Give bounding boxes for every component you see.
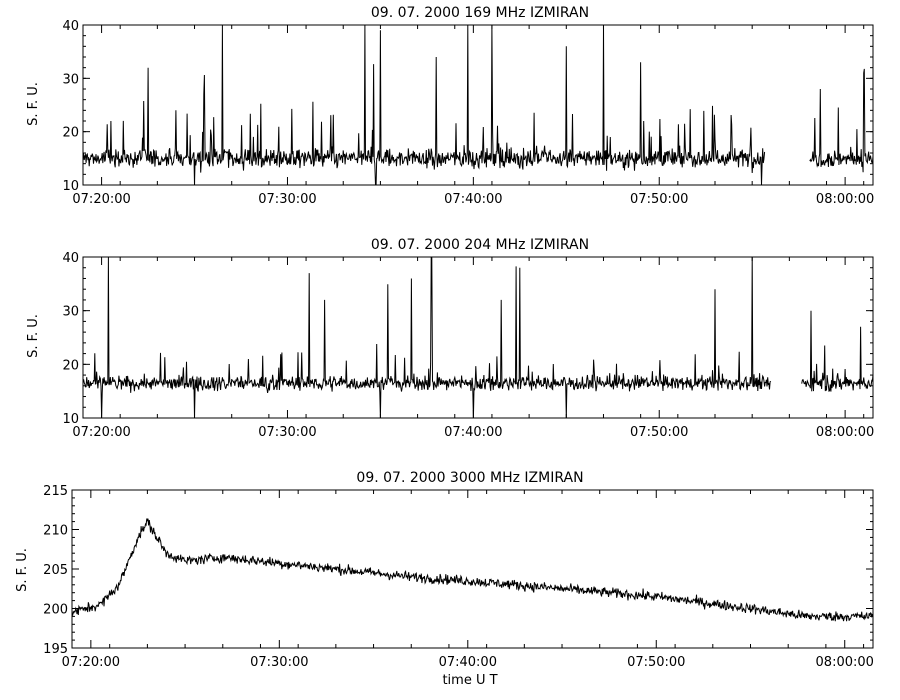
y-tick-label: 200 bbox=[43, 603, 68, 618]
plot-frame bbox=[71, 489, 874, 649]
y-axis-label: S. F. U. bbox=[26, 314, 41, 358]
x-tick-label: 08:00:00 bbox=[816, 425, 874, 440]
x-tick-label: 07:40:00 bbox=[439, 655, 497, 670]
x-tick-label: 07:30:00 bbox=[258, 192, 316, 207]
panel-title: 09. 07. 2000 204 MHz IZMIRAN bbox=[371, 237, 589, 253]
y-tick-label: 195 bbox=[43, 642, 68, 657]
panel-204mhz: 09. 07. 2000 204 MHz IZMIRAN S. F. U. 10… bbox=[26, 237, 874, 440]
x-tick-label: 07:20:00 bbox=[62, 655, 120, 670]
plot-frame bbox=[82, 256, 874, 419]
y-tick-label: 40 bbox=[62, 19, 79, 34]
panel-title: 09. 07. 2000 3000 MHz IZMIRAN bbox=[356, 470, 583, 486]
x-tick-label: 07:20:00 bbox=[72, 192, 130, 207]
x-tick-label: 07:50:00 bbox=[627, 655, 685, 670]
plot-frame bbox=[82, 24, 874, 186]
x-tick-label: 08:00:00 bbox=[816, 655, 874, 670]
panel-3000mhz: 09. 07. 2000 3000 MHz IZMIRAN S. F. U. 1… bbox=[15, 470, 874, 670]
y-tick-label: 20 bbox=[62, 126, 79, 141]
y-axis-label: S. F. U. bbox=[15, 548, 30, 592]
y-tick-label: 210 bbox=[43, 524, 68, 539]
y-tick-label: 215 bbox=[43, 484, 68, 499]
panel-169mhz: 09. 07. 2000 169 MHz IZMIRAN S. F. U. 10… bbox=[26, 5, 874, 207]
y-tick-label: 40 bbox=[62, 251, 79, 266]
y-tick-label: 205 bbox=[43, 563, 68, 578]
x-tick-label: 08:00:00 bbox=[816, 192, 874, 207]
series-line bbox=[83, 24, 766, 186]
y-tick-label: 30 bbox=[62, 305, 79, 320]
x-axis-label: time U T bbox=[442, 673, 497, 688]
y-tick-label: 30 bbox=[62, 72, 79, 87]
y-tick-label: 20 bbox=[62, 358, 79, 373]
series-line bbox=[809, 68, 874, 173]
x-tick-label: 07:30:00 bbox=[250, 655, 308, 670]
series-line bbox=[71, 518, 874, 622]
x-tick-label: 07:50:00 bbox=[630, 192, 688, 207]
x-tick-label: 07:40:00 bbox=[444, 192, 502, 207]
panel-title: 09. 07. 2000 169 MHz IZMIRAN bbox=[371, 5, 589, 21]
x-tick-label: 07:40:00 bbox=[444, 425, 502, 440]
x-tick-label: 07:30:00 bbox=[258, 425, 316, 440]
x-tick-label: 07:50:00 bbox=[630, 425, 688, 440]
x-tick-label: 07:20:00 bbox=[72, 425, 130, 440]
y-axis-label: S. F. U. bbox=[26, 82, 41, 126]
y-tick-label: 10 bbox=[62, 412, 79, 427]
series-line bbox=[82, 256, 772, 419]
y-tick-label: 10 bbox=[62, 179, 79, 194]
series-line bbox=[801, 310, 874, 392]
